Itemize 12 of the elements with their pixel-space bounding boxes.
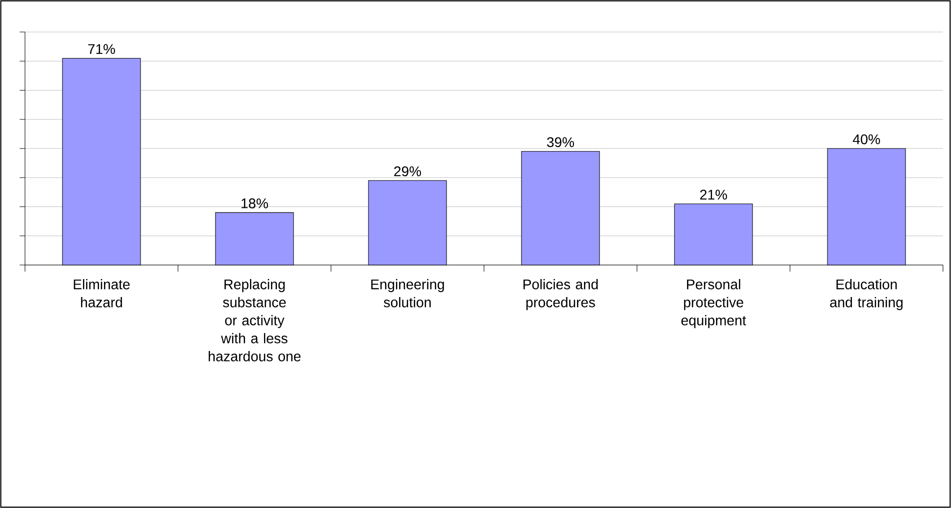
data-label: 71% xyxy=(88,44,115,54)
x-tick-label: Policies and procedures xyxy=(524,279,598,310)
data-label: 40% xyxy=(852,134,880,144)
data-label: 39% xyxy=(547,137,574,148)
x-tick-label: Eliminate hazard xyxy=(74,279,130,308)
data-label: 21% xyxy=(700,190,727,200)
x-tick-label: Education and training xyxy=(830,279,903,310)
x-tick-label: Personal protective equipment xyxy=(681,279,746,328)
x-tick-label: Replacing substance or activity with a less hazardous one xyxy=(208,279,301,362)
data-label: 29% xyxy=(394,166,421,176)
x-tick-label: Engineering solution xyxy=(371,279,444,308)
data-label: 18% xyxy=(242,198,268,208)
